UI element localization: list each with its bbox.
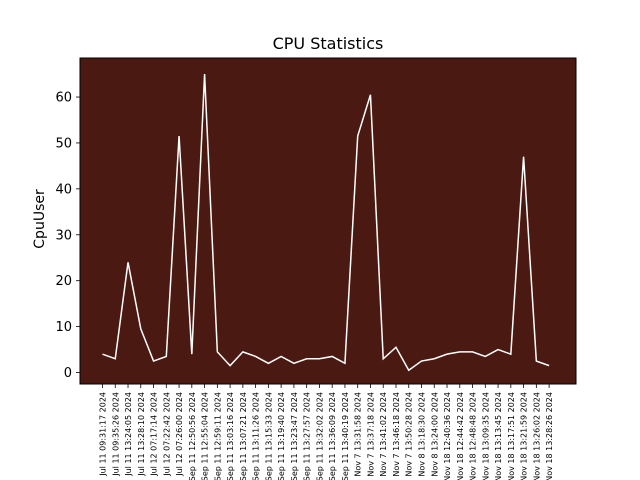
y-tick-label: 50 <box>55 136 72 151</box>
x-tick-label: Sep 11 13:27:57 2024 <box>303 392 312 480</box>
x-tick-label: Jul 11 13:28:10 2024 <box>137 392 146 477</box>
x-tick-label: Nov 18 13:17:51 2024 <box>507 392 516 480</box>
x-tick-label: Sep 11 13:32:02 2024 <box>315 392 324 480</box>
x-tick-label: Sep 11 12:55:04 2024 <box>201 392 210 480</box>
chart-title: CPU Statistics <box>273 34 384 53</box>
x-tick-label: Nov 7 13:31:58 2024 <box>354 392 363 477</box>
x-tick-label: Jul 11 09:35:26 2024 <box>111 392 120 477</box>
y-tick-label: 0 <box>64 366 72 381</box>
y-tick-label: 60 <box>55 91 72 106</box>
x-axis: Jul 11 09:31:17 2024 Jul 11 09:35:26 2024… <box>99 384 554 480</box>
x-tick-label: Nov 18 12:48:48 2024 <box>469 392 478 480</box>
x-tick-label: Jul 12 07:22:42 2024 <box>162 392 171 477</box>
y-axis-label: CpuUser <box>32 189 48 249</box>
x-tick-label: Sep 11 13:23:47 2024 <box>290 392 299 480</box>
x-tick-label: Nov 8 13:24:00 2024 <box>430 392 439 477</box>
x-tick-label: Nov 18 13:28:26 2024 <box>545 392 554 480</box>
x-tick-label: Jul 12 07:17:14 2024 <box>150 392 159 477</box>
x-tick-label: Sep 11 13:19:40 2024 <box>277 392 286 480</box>
x-tick-label: Nov 8 13:18:30 2024 <box>418 392 427 477</box>
x-tick-label: Nov 7 13:37:18 2024 <box>366 392 375 477</box>
x-tick-label: Nov 18 13:21:59 2024 <box>520 392 529 480</box>
x-tick-label: Jul 11 13:24:05 2024 <box>124 392 133 477</box>
x-tick-label: Nov 18 13:09:35 2024 <box>481 392 490 480</box>
x-tick-label: Nov 7 13:46:18 2024 <box>392 392 401 477</box>
x-tick-label: Sep 11 12:59:11 2024 <box>213 392 222 480</box>
x-tick-label: Nov 18 13:13:45 2024 <box>494 392 503 480</box>
x-tick-label: Nov 18 12:40:36 2024 <box>443 392 452 480</box>
x-tick-label: Sep 11 13:11:26 2024 <box>252 392 261 480</box>
x-tick-label: Sep 11 12:50:56 2024 <box>188 392 197 480</box>
x-tick-label: Jul 11 09:31:17 2024 <box>99 392 108 477</box>
series-line-cpuuser <box>102 74 550 372</box>
x-tick-label: Nov 7 13:41:02 2024 <box>379 392 388 477</box>
plot-area <box>80 58 576 384</box>
x-tick-label: Jul 12 07:26:00 2024 <box>175 392 184 477</box>
y-tick-label: 40 <box>55 182 72 197</box>
x-tick-label: Nov 18 13:26:02 2024 <box>532 392 541 480</box>
y-tick-label: 10 <box>55 320 72 335</box>
x-tick-label: Sep 11 13:03:16 2024 <box>226 392 235 480</box>
x-tick-label: Nov 18 12:44:42 2024 <box>456 392 465 480</box>
x-tick-label: Sep 11 13:36:09 2024 <box>328 392 337 480</box>
y-tick-label: 30 <box>55 228 72 243</box>
y-tick-label: 20 <box>55 274 72 289</box>
y-axis: 0 10 20 30 40 50 60 <box>55 91 80 381</box>
plot-frame <box>79 57 577 385</box>
x-tick-label: Nov 7 13:50:28 2024 <box>405 392 414 477</box>
x-tick-label: Sep 11 13:15:33 2024 <box>264 392 273 480</box>
x-tick-label: Sep 11 13:40:19 2024 <box>341 392 350 480</box>
x-tick-label: Sep 11 13:07:21 2024 <box>239 392 248 480</box>
